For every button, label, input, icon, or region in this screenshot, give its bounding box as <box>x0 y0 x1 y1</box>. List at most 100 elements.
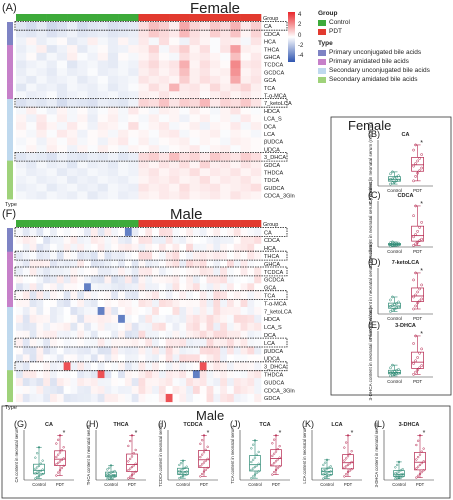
data-point <box>276 458 279 461</box>
boxplot-box <box>54 450 66 466</box>
data-point <box>391 240 394 244</box>
data-point <box>393 176 396 180</box>
heatmap-cell <box>220 191 231 200</box>
heatmap-cell <box>22 307 30 316</box>
data-point <box>324 472 327 475</box>
heatmap-cell <box>169 106 180 115</box>
heatmap-cell <box>233 378 241 387</box>
female-title: Female <box>190 0 241 17</box>
heatmap-cell <box>138 99 150 107</box>
heatmap-cell <box>199 152 211 161</box>
data-point <box>185 470 188 473</box>
heatmap-cell <box>63 259 71 268</box>
heatmap-cell <box>247 314 255 324</box>
heatmap-cell <box>90 378 98 387</box>
heatmap-cell <box>43 299 51 308</box>
type-bar-cell <box>7 83 13 92</box>
heatmap-cell <box>77 68 88 77</box>
heatmap-cell <box>16 259 24 268</box>
heatmap-cell <box>165 267 173 276</box>
heatmap-cell <box>124 314 132 324</box>
heatmap-cell <box>240 106 252 115</box>
heatmap-cell <box>84 275 92 284</box>
data-point <box>257 470 260 473</box>
heatmap-cell <box>131 307 139 316</box>
heatmap-cell <box>128 129 139 138</box>
heatmap-cell <box>199 22 211 30</box>
heatmap-cell <box>84 291 92 300</box>
heatmap-cell <box>104 370 112 379</box>
heatmap-cell <box>165 393 173 403</box>
group-bar-cell <box>192 220 201 227</box>
heatmap-cell <box>226 275 235 284</box>
heatmap-cell <box>158 243 167 252</box>
data-point <box>109 474 113 478</box>
boxplot-title: CA <box>45 422 53 428</box>
heatmap-cell <box>22 251 30 260</box>
heatmap-cell <box>43 267 51 276</box>
heatmap-cell <box>189 52 201 61</box>
data-point <box>389 310 392 313</box>
heatmap-cell <box>104 330 112 339</box>
heatmap-cell <box>63 251 71 260</box>
group-bar-cell <box>118 220 126 227</box>
heatmap-cell <box>90 386 98 395</box>
heatmap-cell <box>152 275 160 284</box>
heatmap-cell <box>26 145 37 154</box>
heatmap-cell <box>87 176 98 184</box>
heatmap-cell <box>254 354 262 363</box>
data-point <box>418 434 422 437</box>
heatmap-cell <box>67 91 78 100</box>
heatmap-cell <box>104 307 112 316</box>
heatmap-cell <box>22 378 30 387</box>
data-point <box>412 342 415 345</box>
data-point <box>252 475 255 478</box>
heatmap-cell <box>128 52 139 61</box>
heatmap-cell <box>36 122 47 131</box>
type-bar-cell <box>7 37 13 46</box>
heatmap-cell <box>158 137 170 146</box>
heatmap-cell <box>209 45 221 54</box>
heatmap-cell <box>158 346 167 355</box>
heatmap-cell <box>131 243 139 252</box>
heatmap-cell <box>179 83 190 92</box>
heatmap-cell <box>226 362 235 371</box>
group-bar-label: Group <box>263 222 278 228</box>
data-point <box>418 453 422 456</box>
panel-label: (J) <box>230 419 241 429</box>
heatmap-cell <box>36 114 47 123</box>
heatmap-cell <box>152 235 160 245</box>
heatmap-cell <box>192 338 201 347</box>
female-row-label: THDCA <box>264 170 284 176</box>
heatmap-cell <box>240 330 248 339</box>
heatmap-cell <box>56 362 64 371</box>
heatmap-cell <box>77 75 88 84</box>
heatmap-cell <box>16 283 24 292</box>
data-point <box>420 450 423 453</box>
heatmap-cell <box>70 393 78 403</box>
heatmap-cell <box>56 322 64 331</box>
heatmap-cell <box>97 183 109 192</box>
heatmap-cell <box>220 176 231 184</box>
heatmap-cell <box>192 362 201 371</box>
heatmap-cell <box>97 68 109 77</box>
heatmap-cell <box>104 235 112 245</box>
heatmap-cell <box>230 145 241 154</box>
heatmap-cell <box>192 275 201 284</box>
heatmap-cell <box>118 338 126 347</box>
heatmap-cell <box>186 251 194 260</box>
heatmap-cell <box>63 378 71 387</box>
heatmap-cell <box>206 228 214 237</box>
heatmap-cell <box>213 330 221 339</box>
significance-star: * <box>423 430 426 437</box>
heatmap-cell <box>63 291 71 300</box>
heatmap-cell <box>158 168 170 177</box>
data-point <box>60 466 63 470</box>
heatmap-cell <box>179 378 187 387</box>
heatmap-cell <box>220 314 228 324</box>
heatmap-cell <box>77 346 85 355</box>
heatmap-cell <box>240 91 252 100</box>
heatmap-cell <box>87 45 98 54</box>
heatmap-cell <box>179 275 187 284</box>
heatmap-cell <box>165 251 173 260</box>
